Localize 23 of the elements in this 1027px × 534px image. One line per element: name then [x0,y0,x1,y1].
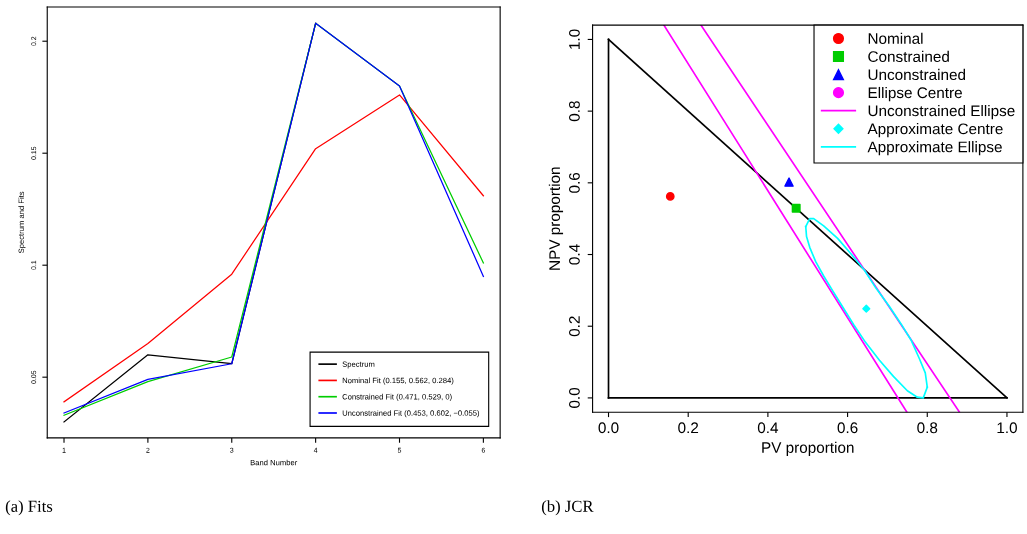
legend-label: Approximate Centre [867,123,1003,138]
legend-label: Unconstrained [868,68,966,81]
y-tick-label: 1.0 [569,29,580,49]
y-tick-label: 0.8 [569,101,580,122]
y-tick-label: 0.2 [569,316,580,337]
y-tick-label: 0.6 [569,172,580,193]
text: (b) JCR [541,500,594,516]
y-tick-label: 0.4 [569,244,580,265]
legend-label: Approximate Ellipse [867,141,1002,156]
legend-label: Ellipse Centre [868,86,962,102]
y-tick-label: 0.0 [569,387,580,408]
x-tick-label: 1.0 [997,422,1017,434]
x-tick-label: 0.4 [757,422,779,434]
legend-label: Constrained [868,50,949,63]
text: (a) Fits [5,500,53,516]
legend-label: Nominal [868,32,923,44]
x-tick-label: 0.6 [837,422,858,434]
x-tick-label: 0.8 [917,422,938,434]
legend-label: Unconstrained Ellipse [868,104,1015,120]
x-tick-label: 0.2 [678,422,699,434]
x-axis-title: PV proportion [762,441,854,457]
y-axis-title: NPV proportion [548,167,564,270]
x-tick-label: 0.0 [598,422,619,434]
